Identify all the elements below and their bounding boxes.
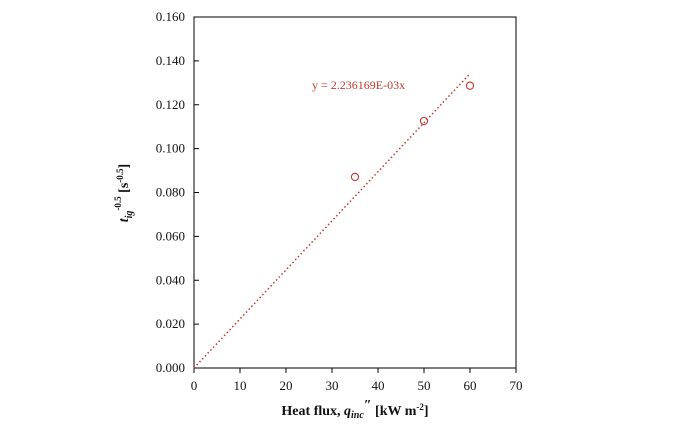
y-axis-title-symbol: t bbox=[117, 217, 132, 222]
x-axis-title-close: ] bbox=[424, 404, 429, 419]
y-tick-label: 0.100 bbox=[156, 141, 185, 156]
y-axis-title-sub: ig bbox=[124, 211, 135, 219]
y-axis-title-sup: -0.5 bbox=[113, 196, 123, 211]
y-axis-title-close: ] bbox=[117, 164, 132, 169]
data-point bbox=[465, 81, 475, 90]
y-axis: 0.000 0.020 0.040 0.060 0.080 0.100 0.120 0.140… bbox=[156, 9, 199, 375]
x-tick-label: 70 bbox=[510, 378, 523, 393]
y-tick-label: 0.020 bbox=[156, 316, 185, 331]
x-tick-label: 40 bbox=[372, 378, 385, 393]
data-points bbox=[350, 81, 475, 182]
x-axis-title-unit-sup: -2 bbox=[416, 402, 424, 412]
data-point bbox=[350, 172, 360, 182]
trendline bbox=[193, 73, 471, 369]
y-tick-label: 0.080 bbox=[156, 185, 185, 200]
x-tick-label: 60 bbox=[464, 378, 477, 393]
x-axis-title-prime: ″ bbox=[364, 398, 372, 413]
x-axis: 0 10 20 30 40 50 60 70 bbox=[191, 368, 523, 393]
y-axis-title-units-sup: -0.5 bbox=[115, 168, 125, 183]
plot-frame bbox=[193, 16, 517, 369]
y-tick-label: 0.160 bbox=[156, 9, 185, 24]
x-tick-label: 30 bbox=[326, 378, 339, 393]
y-axis-title-units: [s bbox=[117, 182, 132, 196]
x-axis-title-units: [kW m bbox=[372, 404, 417, 419]
x-axis-title: Heat flux, qinc″ [kW m-2] bbox=[281, 398, 428, 421]
x-axis-title-text: Heat flux, bbox=[281, 404, 344, 419]
x-axis-title-symbol: q bbox=[344, 404, 351, 419]
x-tick-label: 10 bbox=[234, 378, 247, 393]
y-axis-title: tig-0.5 [s-0.5] bbox=[113, 164, 135, 222]
x-axis-title-sub: inc bbox=[351, 410, 364, 421]
x-tick-label: 0 bbox=[191, 378, 198, 393]
y-tick-label: 0.140 bbox=[156, 53, 185, 68]
y-tick-label: 0.040 bbox=[156, 272, 185, 287]
trendline-equation: y = 2.236169E-03x bbox=[312, 78, 405, 92]
y-tick-label: 0.000 bbox=[156, 360, 185, 375]
x-tick-label: 20 bbox=[280, 378, 293, 393]
y-tick-label: 0.120 bbox=[156, 97, 185, 112]
y-tick-label: 0.060 bbox=[156, 228, 185, 243]
x-tick-label: 50 bbox=[418, 378, 431, 393]
data-point bbox=[419, 116, 429, 126]
